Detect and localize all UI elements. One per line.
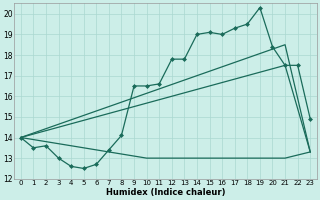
X-axis label: Humidex (Indice chaleur): Humidex (Indice chaleur) xyxy=(106,188,225,197)
